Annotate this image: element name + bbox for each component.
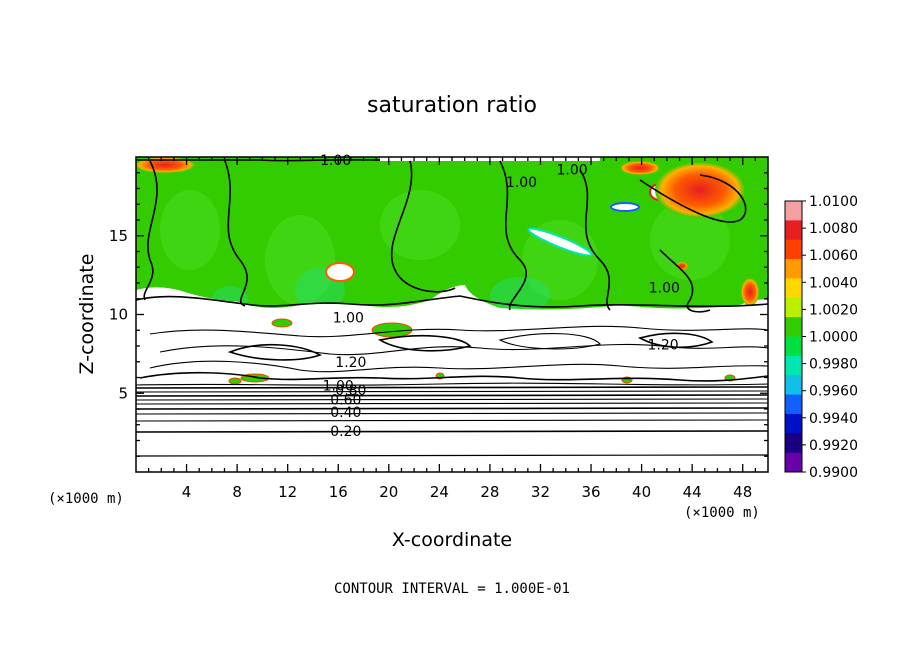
hot-spot [620,161,660,175]
colorbar-label: 0.9920 [809,438,858,454]
x-axis-title: X-coordinate [392,529,512,551]
contour-label: 0.60 [330,393,361,409]
contour-label: 1.20 [648,337,679,353]
x-tick-label: 12 [278,483,297,501]
contour-label: 0.80 [335,383,366,399]
colorbar-swatch [785,355,802,376]
colorbar-swatch [785,239,802,260]
colorbar-swatch [785,336,802,357]
colorbar-swatch [785,375,802,396]
colorbar-swatch [785,394,802,415]
colorbar-swatch [785,259,802,279]
contour-label: 1.00 [506,175,537,191]
colorbar-swatch [785,317,802,337]
x-tick-label: 40 [632,483,651,501]
x-tick-label: 4 [182,483,192,501]
unsaturated-region [136,285,768,472]
colorbar-label: 0.9900 [809,465,858,481]
axis-ticks [136,157,768,472]
colorbar-label: 1.0040 [809,275,858,291]
colorbar-swatch [785,297,802,318]
colorbar-label: 0.9960 [809,384,858,400]
contour-label: 0.40 [330,405,361,421]
colorbar-label: 0.9940 [809,411,858,427]
x-tick-label: 36 [581,483,600,501]
x-tick-label: 20 [379,483,398,501]
hot-spot [655,162,745,218]
colorbar-swatch [785,278,802,299]
colorbar-label: 1.0100 [809,194,858,210]
contour-interval-note: CONTOUR INTERVAL = 1.000E-01 [334,581,570,597]
y-axis-title: Z-coordinate [76,254,98,375]
colorbar-label: 1.0060 [809,248,858,264]
y-tick-labels: 5 10 15 [109,227,128,403]
x-tick-label: 32 [531,483,550,501]
cloud-blob [610,202,640,212]
contour-label: 0.20 [330,424,361,440]
colorbar-swatch [785,413,802,434]
cloud-blob [527,227,593,257]
contour-label: 1.00 [333,311,364,327]
colorbar-label: 1.0080 [809,221,858,237]
contour-label: 1.00 [320,153,351,169]
contour-label: 1.20 [335,355,366,371]
colorbar-swatch [785,220,802,241]
x-tick-label: 24 [430,483,449,501]
contour-labels: 1.001.001.001.001.001.201.201.000.800.60… [320,153,680,440]
x-unit-label: (×1000 m) [684,505,760,521]
y-tick-label: 15 [109,227,128,245]
contour-label: 1.00 [556,163,587,179]
colorbar-label: 1.0000 [809,330,858,346]
y-tick-label: 5 [118,384,128,402]
hot-spot [741,278,759,306]
cloud-blob [325,262,355,282]
colorbar-label: 0.9980 [809,357,858,373]
field-texture [160,190,730,305]
colorbar-swatch [785,433,802,454]
x-tick-label: 28 [480,483,499,501]
colorbar-label: 1.0020 [809,302,858,318]
x-tick-label: 16 [329,483,348,501]
x-tick-label: 8 [232,483,242,501]
x-tick-label: 44 [683,483,702,501]
colorbar-labels: 1.0100 1.0080 1.0060 1.0040 1.0020 1.0000 0.99… [809,194,858,481]
x-tick-labels: 4 8 12 16 20 24 28 32 36 40 44 48 [182,483,752,501]
contour-label: 1.00 [323,378,354,394]
colorbar-swatch [785,452,802,473]
colorbar-swatch [785,201,802,221]
colorbar [784,200,806,473]
y-tick-label: 10 [109,306,128,324]
y-unit-label: (×1000 m) [48,491,124,507]
plot-area [136,157,768,472]
x-tick-label: 48 [733,483,752,501]
chart-title: saturation ratio [367,93,537,118]
contour-lines [136,158,768,457]
contour-label: 1.00 [649,281,680,297]
